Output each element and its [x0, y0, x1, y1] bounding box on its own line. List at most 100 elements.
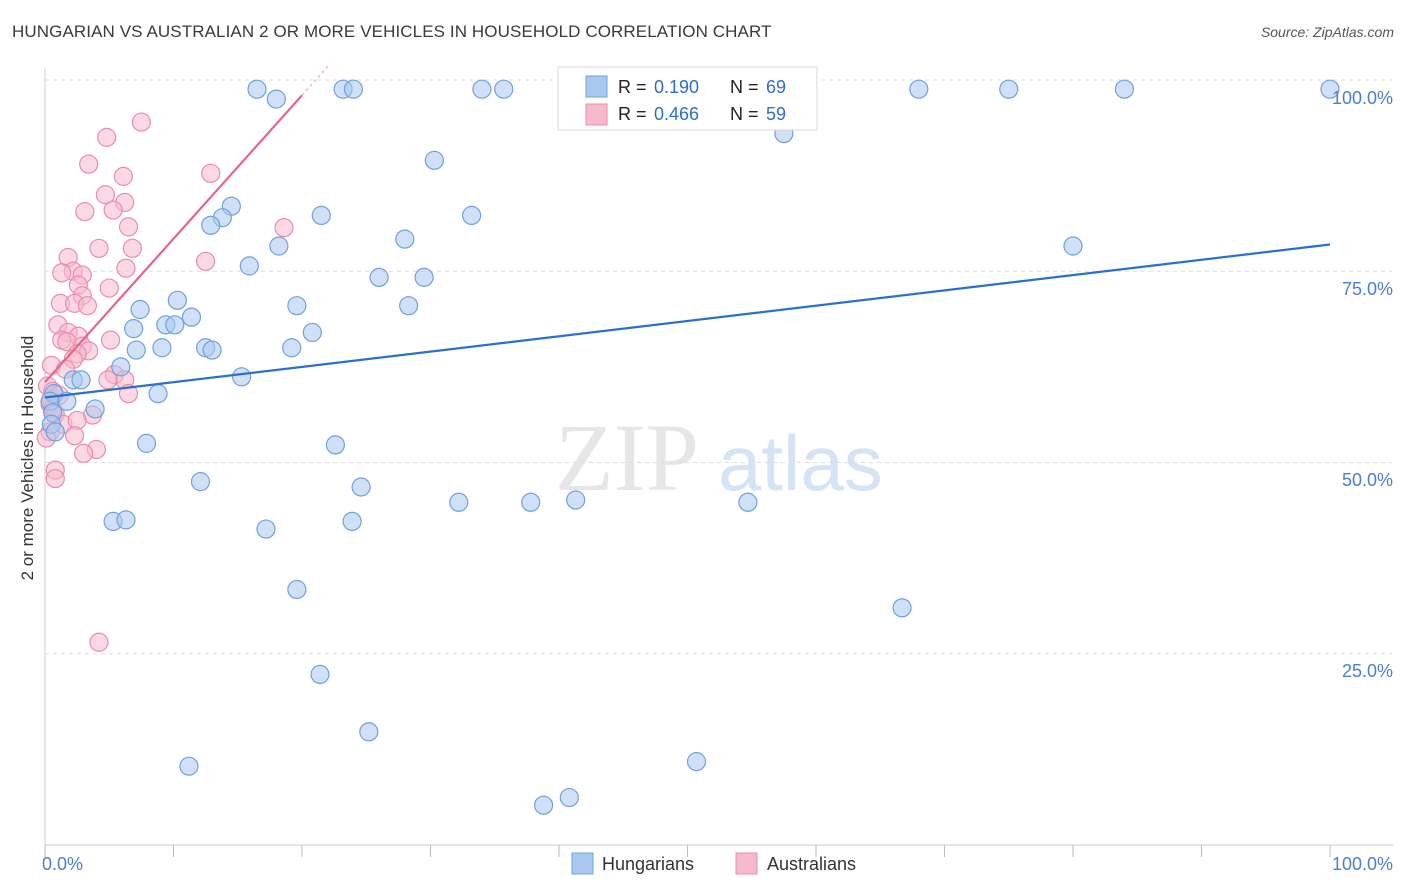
australian-point: [89, 632, 109, 652]
hungarian-point: [256, 519, 276, 539]
legend-n-label: N =: [730, 104, 759, 124]
series-legend: Hungarians Australians: [571, 852, 856, 875]
hungarian-point: [369, 267, 389, 287]
y-tick-label: 25.0%: [1342, 661, 1393, 681]
australian-point: [52, 263, 72, 283]
hungarian-point: [521, 492, 541, 512]
hungarian-point: [449, 492, 469, 512]
hungarian-point: [311, 205, 331, 226]
legend-n-value: 59: [766, 104, 786, 124]
hungarian-point: [399, 296, 419, 316]
legend-r-label: R =: [618, 77, 647, 97]
australian-point: [95, 185, 115, 205]
hungarian-point: [1114, 79, 1135, 99]
australian-point: [274, 218, 294, 238]
hungarian-point: [462, 205, 482, 226]
hungarian-point: [738, 492, 758, 512]
correlation-legend: R = 0.190 N = 69 R = 0.466 N = 59: [557, 66, 818, 131]
hungarian-point: [999, 79, 1019, 99]
hungarians-legend-label: Hungarians: [602, 854, 694, 874]
hungarian-point: [57, 391, 77, 411]
hungarian-point: [45, 422, 65, 442]
hungarians-trend-line: [44, 243, 1331, 399]
australian-point: [118, 217, 139, 237]
australians-trend-extension: [301, 63, 331, 96]
hungarian-point: [181, 307, 202, 327]
x-tick-label: 100.0%: [1332, 854, 1393, 874]
grid-lines: [45, 79, 1392, 655]
hungarian-point: [395, 229, 415, 249]
legend-n-value: 69: [766, 77, 786, 97]
australian-point: [131, 112, 151, 132]
axes: [44, 68, 1393, 857]
legend-swatch-australians: [585, 103, 608, 126]
x-tick-label: 0.0%: [42, 854, 83, 874]
y-tick-label: 75.0%: [1342, 279, 1393, 299]
hungarian-point: [165, 315, 185, 335]
hungarian-point: [472, 79, 492, 99]
hungarian-point: [287, 296, 307, 316]
hungarian-point: [310, 664, 330, 685]
hungarian-point: [239, 256, 259, 276]
legend-n-label: N =: [730, 77, 759, 97]
australian-point: [122, 238, 142, 258]
hungarian-point: [909, 79, 929, 99]
hungarian-point: [342, 511, 362, 532]
hungarian-point: [111, 357, 131, 377]
hungarian-point: [201, 215, 221, 235]
hungarian-point: [152, 338, 172, 358]
hungarian-point: [282, 338, 302, 358]
hungarian-point: [351, 477, 371, 497]
australian-point: [79, 154, 99, 174]
australian-point: [103, 200, 123, 220]
australian-point: [89, 238, 109, 258]
hungarian-point: [269, 236, 289, 256]
trend-lines: [44, 63, 1331, 399]
y-tick-label: 50.0%: [1342, 470, 1393, 490]
hungarian-point: [559, 787, 579, 808]
hungarian-point: [533, 795, 554, 815]
australians-trend-line: [44, 94, 303, 383]
australian-point: [99, 278, 119, 298]
hungarian-point: [136, 433, 157, 453]
hungarian-point: [130, 299, 150, 320]
australian-point: [113, 166, 133, 186]
hungarian-point: [247, 79, 267, 99]
hungarian-point: [167, 290, 187, 310]
australian-point: [75, 201, 95, 222]
hungarian-point: [359, 722, 379, 742]
hungarian-point: [414, 267, 434, 287]
hungarian-point: [325, 435, 346, 455]
hungarian-point: [179, 756, 199, 776]
hungarian-point: [116, 510, 136, 530]
hungarian-point: [494, 79, 514, 99]
australian-point: [201, 163, 221, 183]
hungarian-point: [124, 319, 144, 339]
hungarian-point: [71, 370, 91, 390]
hungarian-point: [148, 384, 168, 404]
australian-point: [100, 330, 121, 350]
source-label: Source: ZipAtlas.com: [1260, 24, 1394, 40]
legend-r-label: R =: [618, 104, 647, 124]
australian-point: [116, 258, 136, 278]
hungarian-point: [424, 150, 444, 170]
hungarian-point: [232, 367, 252, 387]
australian-point: [64, 426, 85, 446]
legend-swatch-hungarians: [585, 75, 608, 98]
hungarian-point: [202, 340, 222, 360]
australian-point: [73, 443, 94, 463]
australian-point: [97, 127, 117, 147]
hungarian-point: [287, 579, 307, 600]
legend-r-value: 0.466: [654, 104, 699, 124]
australian-point: [45, 468, 65, 489]
hungarian-point: [266, 89, 286, 109]
hungarian-point: [1063, 236, 1083, 256]
australians-swatch: [735, 852, 758, 875]
chart-title: HUNGARIAN VS AUSTRALIAN 2 OR MORE VEHICL…: [12, 22, 772, 41]
hungarian-point: [686, 752, 707, 772]
y-tick-label: 100.0%: [1332, 88, 1393, 108]
australians-legend-label: Australians: [767, 854, 856, 874]
hungarian-point: [190, 472, 211, 492]
hungarian-point: [85, 399, 105, 419]
